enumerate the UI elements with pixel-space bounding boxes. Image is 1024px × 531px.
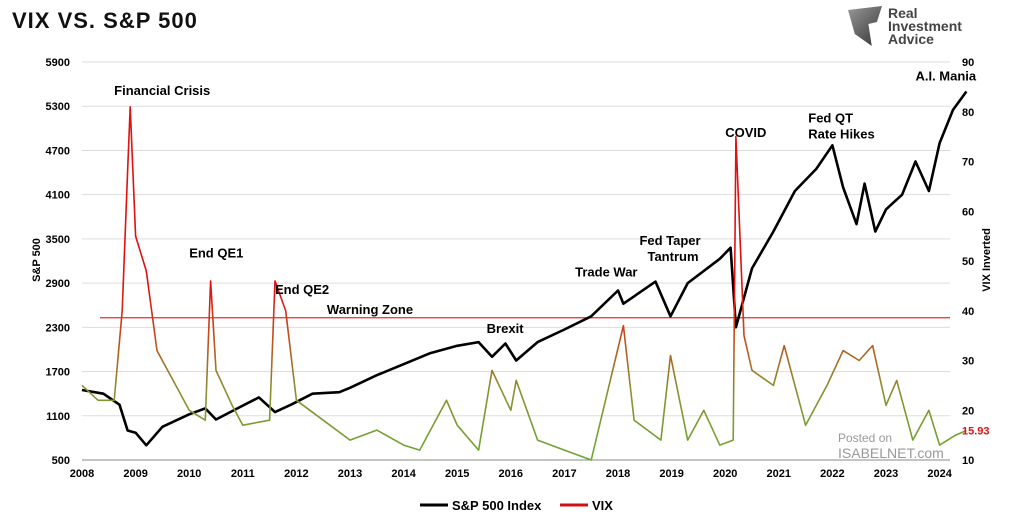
x-tick-label: 2023 (874, 468, 898, 480)
y-tick-label: 5300 (46, 101, 70, 113)
x-tick-label: 2012 (284, 468, 308, 480)
y2-tick-label: 20 (962, 405, 974, 417)
annotation: COVID (725, 125, 766, 140)
y2-tick-label: 60 (962, 206, 974, 218)
y-tick-label: 5900 (46, 57, 70, 69)
annotation: Fed QT (808, 110, 853, 125)
watermark-line2: ISABELNET.com (838, 445, 944, 461)
y2-tick-label: 70 (962, 157, 974, 169)
y-tick-label: 1100 (46, 411, 70, 423)
y2-axis-label: VIX Inverted (981, 228, 993, 292)
watermark-line1: Posted on (838, 431, 893, 445)
x-tick-label: 2016 (499, 468, 523, 480)
annotation: End QE1 (189, 245, 243, 260)
y2-tick-label: 30 (962, 356, 974, 368)
x-tick-label: 2021 (767, 468, 791, 480)
eagle-icon (848, 6, 882, 46)
x-tick-label: 2017 (552, 468, 576, 480)
y-tick-label: 3500 (46, 234, 70, 246)
annotation: Fed Taper (639, 233, 700, 248)
x-tick-label: 2022 (820, 468, 844, 480)
y2-tick-label: 80 (962, 107, 974, 119)
watermark: Posted on ISABELNET.com (838, 431, 944, 461)
y-tick-label: 4100 (46, 190, 70, 202)
x-tick-label: 2024 (927, 468, 952, 480)
annotation: Tantrum (647, 249, 698, 264)
x-tick-label: 2008 (70, 468, 94, 480)
x-tick-label: 2013 (338, 468, 362, 480)
annotation: Rate Hikes (808, 127, 874, 142)
legend-label: S&P 500 Index (452, 498, 542, 513)
last-vix-label: 15.93 (962, 425, 990, 437)
y2-tick-label: 90 (962, 57, 974, 69)
annotation: Trade War (575, 264, 637, 279)
x-tick-label: 2019 (659, 468, 683, 480)
x-tick-label: 2018 (606, 468, 630, 480)
annotation: Brexit (487, 321, 525, 336)
series-line-sp500 (81, 90, 968, 447)
x-tick-label: 2014 (391, 468, 416, 480)
y-tick-label: 2300 (46, 322, 70, 334)
x-tick-label: 2015 (445, 468, 469, 480)
annotation: End QE2 (275, 282, 329, 297)
y2-tick-label: 10 (962, 455, 974, 467)
series-line-vix (81, 106, 967, 461)
y-axis-label: S&P 500 (31, 238, 43, 282)
warning-zone-label: Warning Zone (327, 302, 413, 317)
x-tick-label: 2010 (177, 468, 201, 480)
y2-tick-label: 40 (962, 306, 974, 318)
annotation: Financial Crisis (114, 83, 210, 98)
y-tick-label: 4700 (46, 145, 70, 157)
x-tick-label: 2011 (231, 468, 255, 480)
y-tick-label: 500 (52, 455, 70, 467)
y-tick-label: 1700 (46, 367, 70, 379)
annotation: A.I. Mania (915, 68, 976, 83)
y2-tick-label: 50 (962, 256, 974, 268)
chart-title: VIX VS. S&P 500 (12, 8, 198, 33)
logo: Real Investment Advice (848, 6, 978, 46)
x-tick-label: 2020 (713, 468, 737, 480)
x-tick-label: 2009 (123, 468, 147, 480)
y-tick-label: 2900 (46, 278, 70, 290)
legend-label: VIX (592, 498, 613, 513)
